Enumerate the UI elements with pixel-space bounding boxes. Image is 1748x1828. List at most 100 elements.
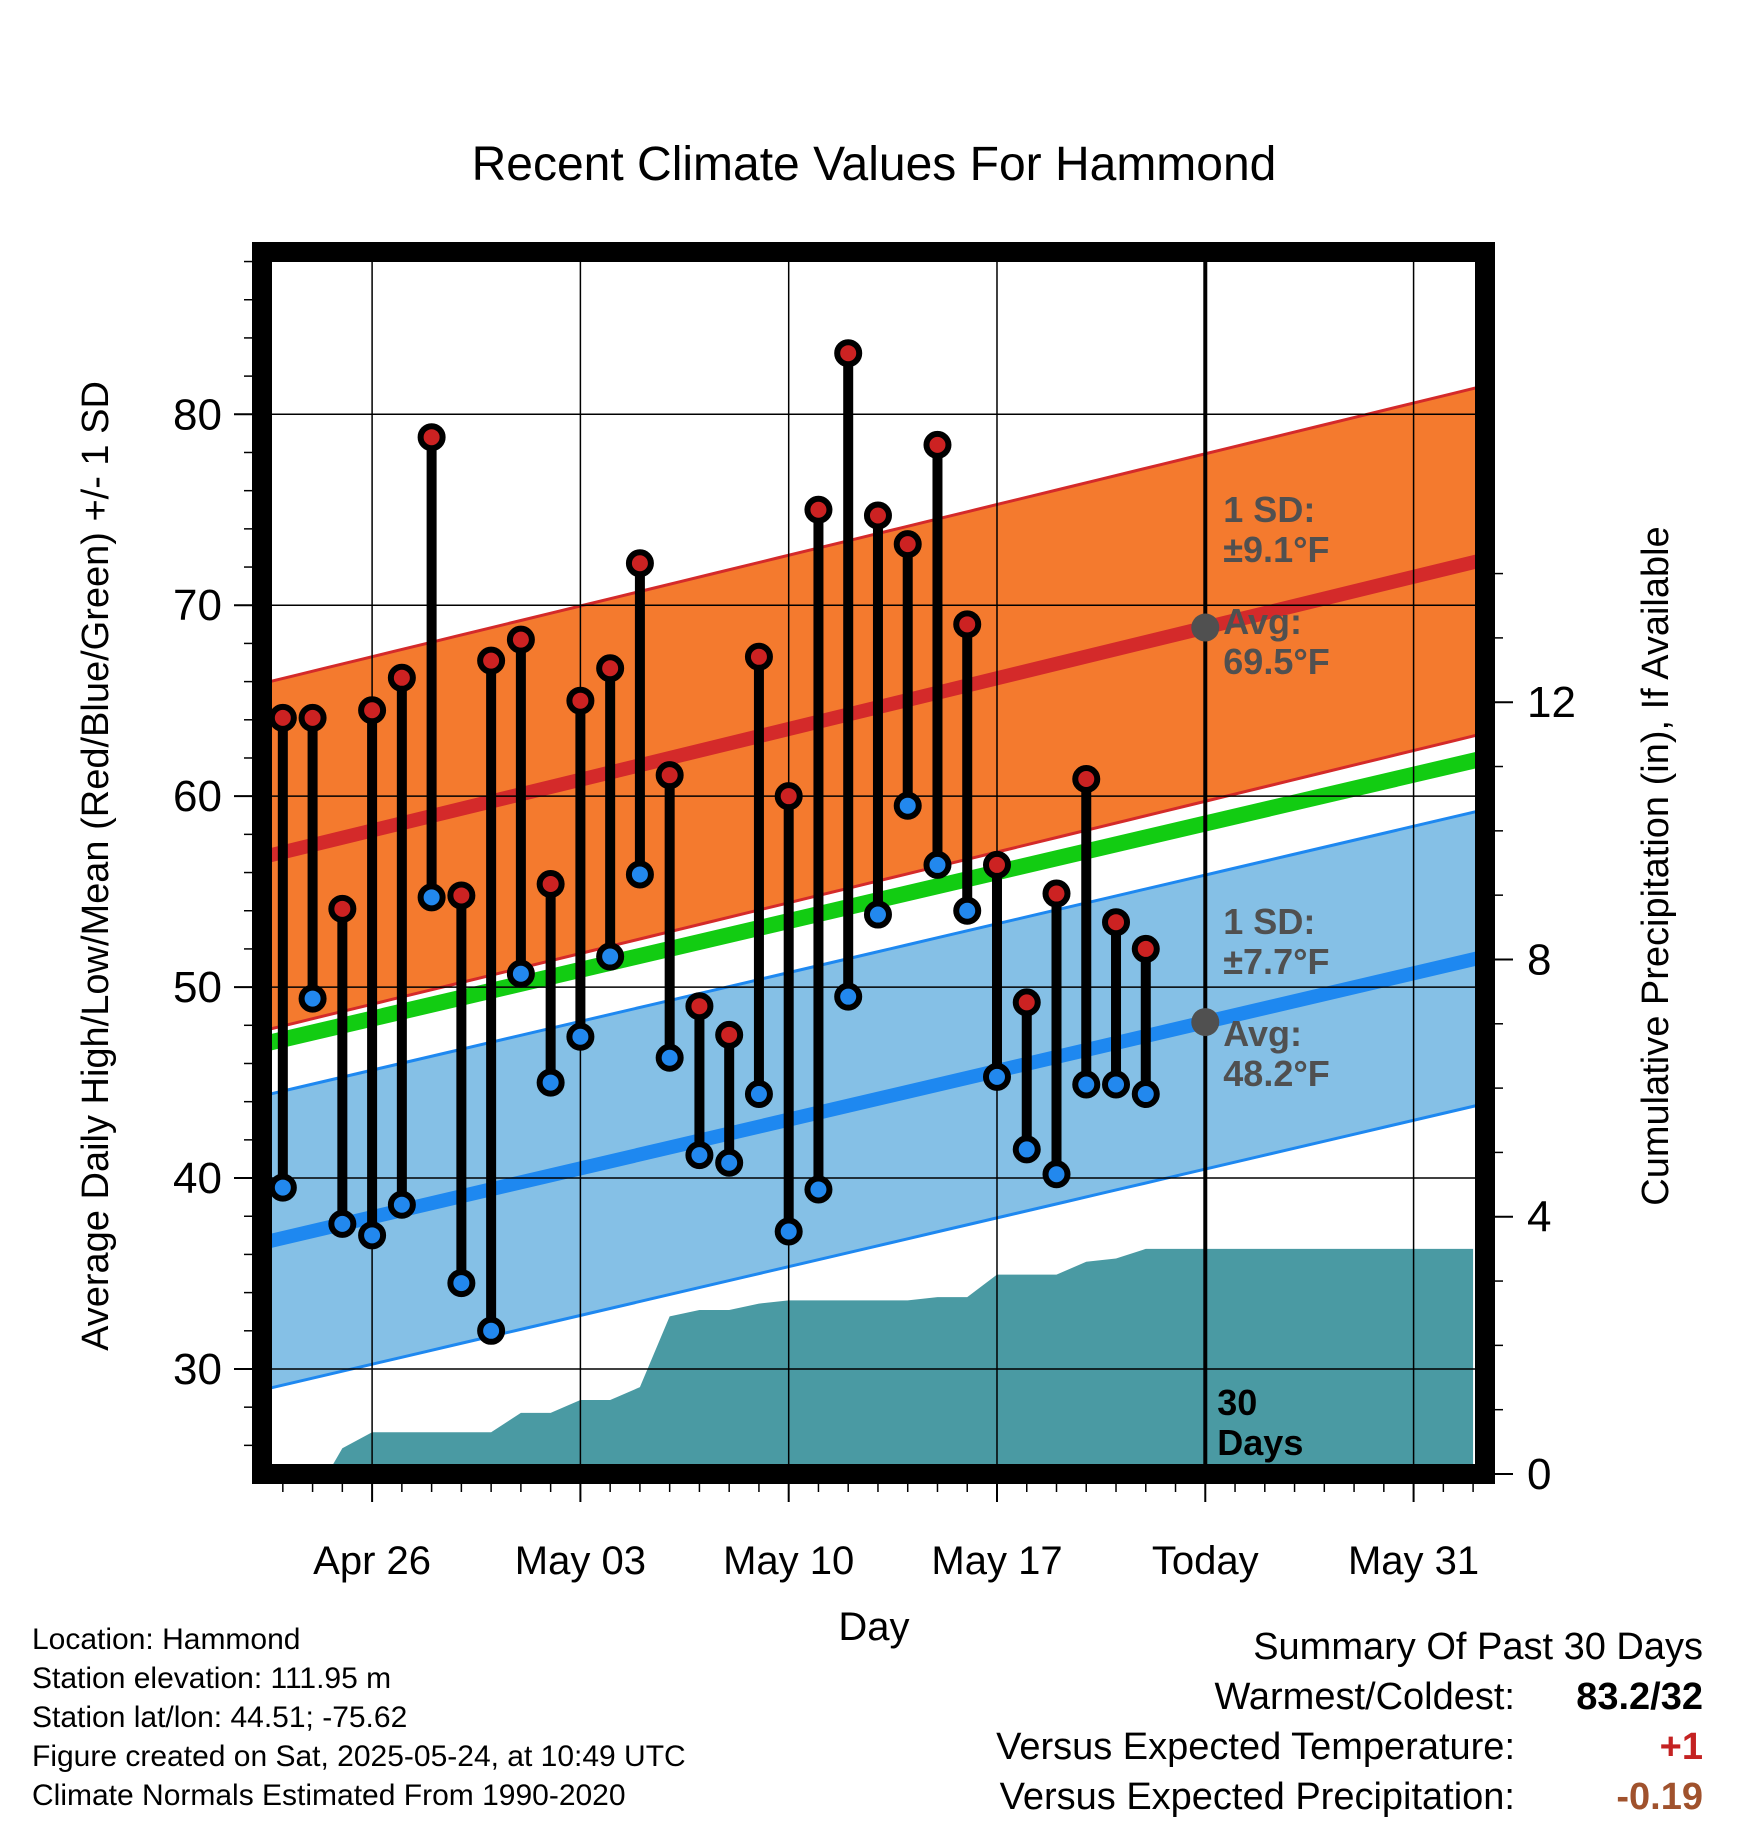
daily-low-point [358,1221,387,1250]
daily-high-point [953,610,982,639]
daily-low-point [506,959,535,988]
summary-temp-label: Versus Expected Temperature: [996,1726,1515,1768]
daily-low-point [834,982,863,1011]
daily-low-point [536,1068,565,1097]
daily-high-point [1012,988,1041,1017]
daily-high-point [774,782,803,811]
x-tick-label: May 03 [515,1539,646,1583]
daily-high-point [447,881,476,910]
daily-low-point [387,1190,416,1219]
daily-low-point [744,1080,773,1109]
summary-temp-value: +1 [1659,1726,1703,1768]
info-created: Figure created on Sat, 2025-05-24, at 10… [32,1740,686,1773]
daily-low-point [774,1217,803,1246]
daily-low-point [298,984,327,1013]
x-tick-label: Today [1152,1539,1259,1583]
info-normals: Climate Normals Estimated From 1990-2020 [32,1779,626,1812]
daily-high-point [566,686,595,715]
y-right-tick-label: 12 [1527,678,1576,727]
high-sd-value: ±9.1°F [1223,529,1329,570]
x-tick-label: May 31 [1348,1539,1479,1583]
daily-high-point [685,992,714,1021]
daily-high-point [715,1020,744,1049]
y-axis-right-label: Cumulative Precipitation (in), If Availa… [1635,526,1677,1205]
plot-frame [252,242,1495,1484]
info-elevation: Station elevation: 111.95 m [32,1662,392,1695]
normal-low-line [262,949,1485,1251]
daily-high-point [298,703,327,732]
daily-high-point [358,696,387,725]
y-right-tick-label: 0 [1527,1450,1551,1499]
daily-low-point [863,900,892,929]
daily-high-point [596,654,625,683]
daily-low-point [1072,1070,1101,1099]
y-tick-label: 40 [173,1154,222,1203]
low-avg-marker [1191,1008,1220,1037]
daily-high-point [744,642,773,671]
daily-low-point [655,1043,684,1072]
daily-high-point [834,339,863,368]
y-tick-label: 70 [173,581,222,630]
normal-low-band-upper [262,807,1485,1098]
daily-high-point [417,423,446,452]
station-info: Location: Hammond Station elevation: 111… [32,1620,686,1815]
y-tick-label: 30 [173,1345,222,1394]
daily-high-point [1072,764,1101,793]
daily-low-point [804,1175,833,1204]
daily-high-point [1102,908,1131,937]
low-sd-label: 1 SD: [1223,901,1315,942]
daily-high-point [1131,934,1160,963]
daily-high-point [387,663,416,692]
daily-low-point [417,883,446,912]
daily-high-point [804,495,833,524]
daily-low-point [893,791,922,820]
x-tick-label: May 17 [931,1539,1062,1583]
days-count-label: 30 [1217,1382,1257,1423]
daily-low-point [923,850,952,879]
summary-precip-value: -0.19 [1616,1776,1703,1818]
days-word-label: Days [1217,1422,1303,1463]
y-tick-label: 50 [173,963,222,1012]
daily-high-point [655,761,684,790]
daily-low-point [1012,1135,1041,1164]
daily-high-point [893,530,922,559]
y-axis-label: Average Daily High/Low/Mean (Red/Blue/Gr… [75,381,117,1351]
y-tick-label: 80 [173,390,222,439]
daily-high-point [268,703,297,732]
daily-low-point [1042,1160,1071,1189]
daily-low-point [268,1173,297,1202]
info-location: Location: Hammond [32,1623,301,1656]
daily-high-point [982,850,1011,879]
daily-low-point [447,1269,476,1298]
daily-high-point [923,430,952,459]
summary-panel: Summary Of Past 30 Days Warmest/Coldest:… [903,1622,1703,1822]
y-tick-label: 60 [173,772,222,821]
x-axis-label: Day [838,1605,909,1649]
y-right-tick-label: 8 [1527,935,1551,984]
summary-title: Summary Of Past 30 Days [1253,1626,1703,1668]
chart-title: Recent Climate Values For Hammond [472,138,1277,191]
daily-high-point [536,870,565,899]
low-avg-value: 48.2°F [1223,1053,1329,1094]
daily-low-point [1102,1070,1131,1099]
summary-warmest-value: 83.2/32 [1576,1676,1703,1718]
daily-low-point [477,1316,506,1345]
low-sd-value: ±7.7°F [1223,941,1329,982]
high-sd-label: 1 SD: [1223,489,1315,530]
daily-low-point [328,1209,357,1238]
summary-warmest-label: Warmest/Coldest: [1214,1676,1515,1718]
daily-high-point [328,894,357,923]
daily-low-point [566,1022,595,1051]
daily-high-point [863,501,892,530]
daily-low-point [1131,1080,1160,1109]
daily-low-point [953,896,982,925]
high-avg-label: Avg: [1223,601,1302,642]
daily-high-point [1042,879,1071,908]
daily-low-point [596,942,625,971]
daily-low-point [982,1062,1011,1091]
daily-low-point [625,860,654,889]
x-tick-label: May 10 [723,1539,854,1583]
y-right-tick-label: 4 [1527,1193,1551,1242]
daily-low-point [715,1148,744,1177]
